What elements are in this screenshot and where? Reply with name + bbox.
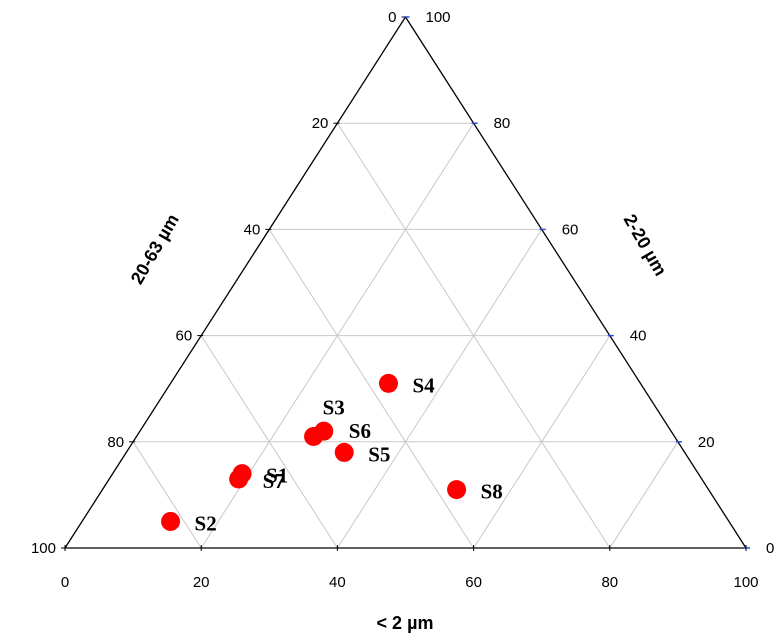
- right-tick-label: 20: [698, 434, 715, 451]
- left-tick-label: 40: [244, 221, 261, 238]
- bottom-tick-label: 20: [193, 574, 210, 591]
- right-tick-label: 100: [426, 9, 451, 26]
- point-label: S1: [266, 464, 288, 488]
- tick-labels: 0 0 0 20 20 20 40 40 40 60 60 60 80 80 80 100 100 100: [31, 9, 774, 591]
- left-tick-label: 80: [107, 434, 124, 451]
- grid-line: [609, 441, 679, 549]
- bottom-tick-label: 0: [61, 574, 69, 591]
- point-label: S4: [412, 373, 435, 397]
- bottom-axis-title: < 2 µm: [377, 613, 434, 633]
- grid-line: [268, 229, 475, 549]
- triangle-frame: [63, 15, 748, 549]
- point-label: S7: [263, 469, 285, 493]
- data-point: [229, 469, 249, 489]
- right-tick-label: 60: [562, 221, 579, 238]
- right-tick-label: 80: [494, 115, 511, 132]
- bottom-tick-label: 80: [601, 574, 618, 591]
- point-label: S3: [323, 395, 345, 419]
- point-label: S8: [481, 480, 503, 504]
- grid-lines: [132, 122, 679, 549]
- data-point: [378, 373, 398, 393]
- data-point: [334, 442, 354, 462]
- grid-line: [200, 335, 338, 549]
- left-axis-title: 20-63 µm: [127, 210, 183, 287]
- data-point: [161, 511, 181, 531]
- grid-line: [473, 335, 611, 549]
- point-label: S2: [195, 511, 217, 535]
- left-tick-label: 60: [176, 328, 193, 345]
- right-tick-label: 40: [630, 328, 647, 345]
- left-tick-label: 20: [312, 115, 329, 132]
- left-tick-label: 100: [31, 540, 56, 557]
- data-point: [314, 421, 334, 441]
- grid-line: [336, 229, 543, 549]
- bottom-tick-label: 40: [329, 574, 346, 591]
- triangle-outline: [63, 15, 748, 549]
- bottom-tick-label: 60: [465, 574, 482, 591]
- right-axis-title: 2-20 µm: [620, 211, 671, 279]
- right-tick-label: 0: [766, 540, 774, 557]
- point-label: S5: [368, 442, 390, 466]
- point-label: S6: [349, 419, 371, 443]
- left-tick-label: 0: [388, 9, 396, 26]
- bottom-tick-label: 100: [733, 574, 758, 591]
- grid-line: [132, 441, 202, 549]
- data-point: [447, 480, 467, 500]
